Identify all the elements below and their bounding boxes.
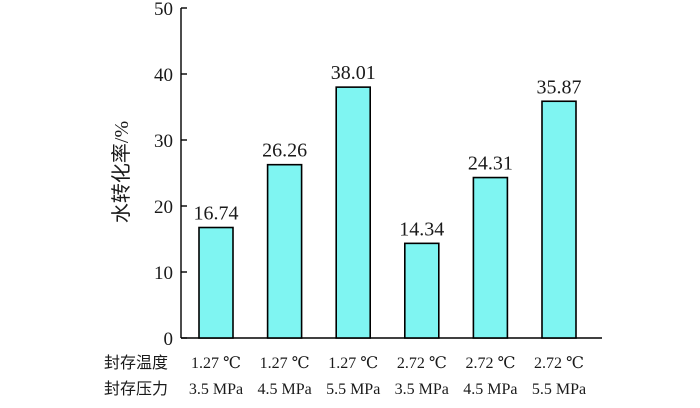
data-label: 38.01 — [331, 62, 376, 84]
category-temperature-label: 2.72 ℃ — [465, 355, 515, 372]
data-label: 16.74 — [194, 203, 239, 225]
row-label-temperature: 封存温度 — [104, 354, 168, 372]
bar — [266, 163, 303, 339]
y-tick-label: 10 — [154, 263, 173, 284]
category-pressure-label: 4.5 MPa — [257, 381, 311, 398]
y-tick-label: 20 — [154, 197, 173, 218]
data-label: 26.26 — [262, 140, 307, 162]
bar — [403, 242, 440, 339]
category-pressure-label: 3.5 MPa — [395, 381, 449, 398]
y-tick-label: 30 — [154, 131, 173, 152]
category-temperature-label: 1.27 ℃ — [328, 355, 378, 372]
bar — [541, 100, 577, 339]
bar — [335, 86, 372, 339]
bar — [198, 226, 234, 339]
category-temperature-label: 1.27 ℃ — [260, 355, 310, 372]
category-pressure-label: 5.5 MPa — [532, 381, 586, 398]
category-pressure-label: 5.5 MPa — [326, 381, 380, 398]
data-label: 14.34 — [399, 218, 444, 240]
category-temperature-label: 1.27 ℃ — [191, 355, 241, 372]
category-pressure-label: 4.5 MPa — [463, 381, 517, 398]
data-label: 35.87 — [537, 76, 582, 98]
category-pressure-label: 3.5 MPa — [189, 381, 243, 398]
y-tick-label: 40 — [154, 65, 173, 86]
y-tick-label: 50 — [154, 0, 173, 20]
y-tick-label: 0 — [164, 329, 174, 350]
y-axis-label: 水转化率/% — [110, 121, 133, 223]
data-label: 24.31 — [468, 153, 513, 175]
category-temperature-label: 2.72 ℃ — [534, 355, 584, 372]
category-temperature-label: 2.72 ℃ — [397, 355, 447, 372]
bar — [472, 176, 509, 339]
row-label-pressure: 封存压力 — [104, 380, 168, 398]
